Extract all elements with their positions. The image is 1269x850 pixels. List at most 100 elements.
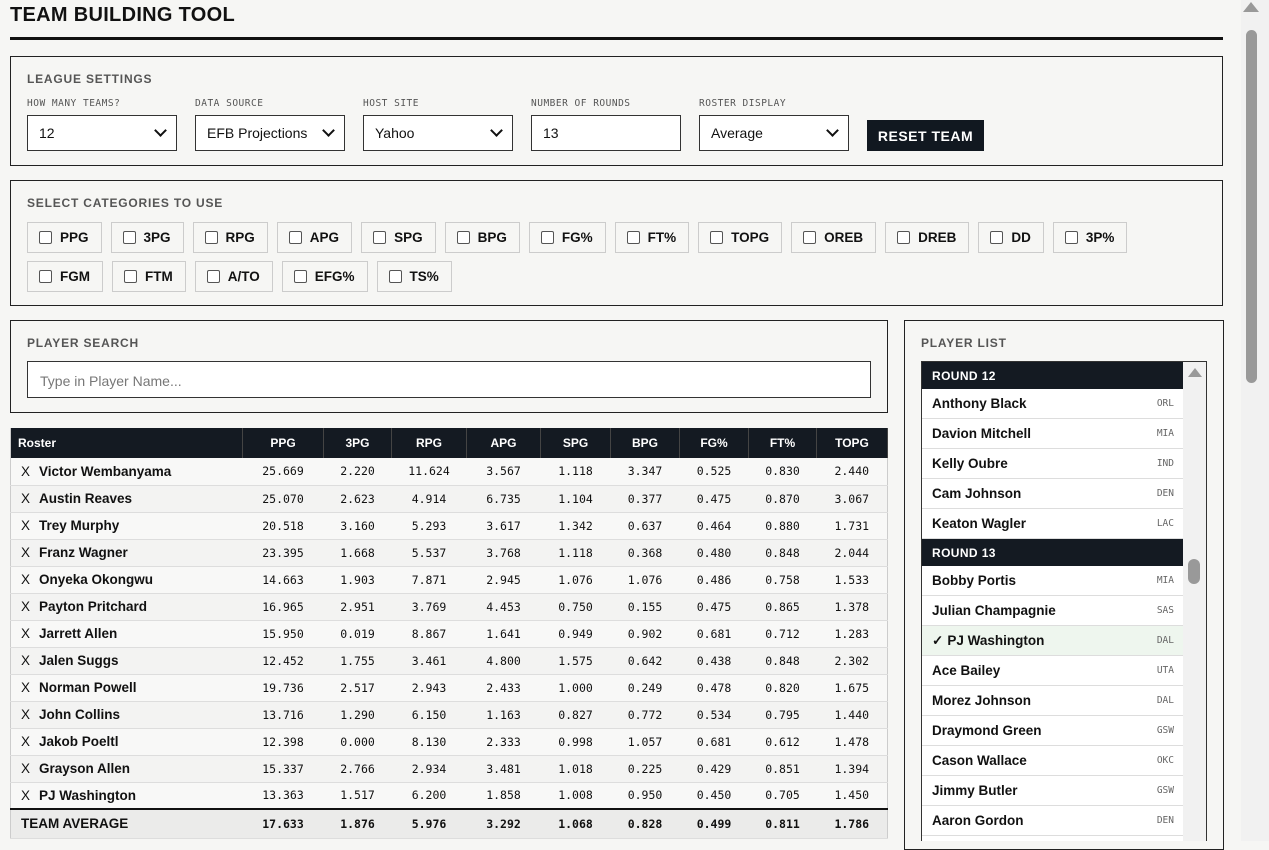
checkbox[interactable] <box>206 270 220 283</box>
remove-button[interactable]: X <box>21 680 31 695</box>
remove-button[interactable]: X <box>21 707 31 722</box>
category-chip[interactable]: FTM <box>112 261 186 292</box>
remove-button[interactable]: X <box>21 491 31 506</box>
player-row[interactable]: Bobby Portis MIA <box>922 566 1184 596</box>
category-chip[interactable]: RPG <box>192 222 268 253</box>
category-chip[interactable]: DD <box>978 222 1044 253</box>
stat-cell: 1.450 <box>816 782 888 810</box>
select[interactable]: Average <box>699 115 849 151</box>
player-row[interactable]: ✓ PJ Washington DAL <box>922 626 1184 656</box>
player-row[interactable]: Julian Champagnie SAS <box>922 596 1184 626</box>
scroll-arrow[interactable] <box>1188 368 1202 377</box>
scroll-thumb[interactable] <box>1188 559 1200 584</box>
scroll-arrow[interactable] <box>1243 2 1259 12</box>
player-row[interactable]: Keaton Wagler LAC <box>922 509 1184 539</box>
checkbox[interactable] <box>540 231 554 244</box>
stat-cell: 2.951 <box>323 593 392 621</box>
player-row[interactable]: Kelly Oubre IND <box>922 449 1184 479</box>
checkbox[interactable] <box>39 231 52 244</box>
stat-cell: 2.044 <box>816 539 888 567</box>
search-input[interactable]: Type in Player Name... <box>27 361 871 398</box>
chevron <box>490 124 503 137</box>
category-chip[interactable]: FG% <box>528 222 606 253</box>
checkbox[interactable] <box>990 231 1004 244</box>
stat-cell: 6.200 <box>391 782 467 810</box>
chevron <box>322 124 335 137</box>
remove-button[interactable]: X <box>21 518 31 533</box>
checkbox[interactable] <box>39 270 52 283</box>
category-chip[interactable]: 3PG <box>110 222 184 253</box>
select[interactable]: Yahoo <box>363 115 513 151</box>
checkbox[interactable] <box>204 231 218 244</box>
checkbox[interactable] <box>124 270 137 283</box>
reset-button[interactable]: RESET TEAM <box>867 120 984 151</box>
checkbox[interactable] <box>373 231 387 244</box>
check-mark: ✓ <box>932 632 944 648</box>
category-chip[interactable]: APG <box>276 222 353 253</box>
category-chip[interactable]: DREB <box>885 222 970 253</box>
remove-button[interactable]: X <box>21 626 31 641</box>
stat-cell: 3.567 <box>466 458 541 486</box>
checkbox[interactable] <box>122 231 136 244</box>
checkbox[interactable] <box>897 231 911 244</box>
category-chip[interactable]: TS% <box>376 261 452 292</box>
chevron <box>826 124 839 137</box>
scroll-thumb[interactable] <box>1246 30 1257 383</box>
category-chip[interactable]: BPG <box>444 222 520 253</box>
player-row[interactable]: Morez Johnson DAL <box>922 686 1184 716</box>
player-row[interactable]: Anthony Black ORL <box>922 389 1184 419</box>
category-chip[interactable]: TOPG <box>698 222 783 253</box>
category-chip[interactable]: A/TO <box>194 261 273 292</box>
checkbox[interactable] <box>288 231 302 244</box>
remove-button[interactable]: X <box>21 599 31 614</box>
player-cell: X Jalen Suggs <box>10 647 243 675</box>
remove-button[interactable]: X <box>21 463 31 479</box>
stat-cell: 2.934 <box>391 755 467 783</box>
remove-button[interactable]: X <box>21 572 31 587</box>
remove-button[interactable]: X <box>21 545 31 560</box>
player-row[interactable]: Davion Mitchell MIA <box>922 419 1184 449</box>
remove-button[interactable]: X <box>21 787 31 803</box>
list-scrollbar[interactable] <box>1183 362 1206 841</box>
stat-cell: 0.525 <box>679 458 749 486</box>
category-chip[interactable]: EFG% <box>281 261 368 292</box>
stat-cell: 0.998 <box>540 728 611 756</box>
category-chip[interactable]: PPG <box>27 222 102 253</box>
player-name-wrap: Julian Champagnie <box>932 603 1056 618</box>
checkbox[interactable] <box>1064 231 1078 244</box>
player-row[interactable]: Jimmy Butler GSW <box>922 776 1184 806</box>
team-abbr: MIA <box>1156 575 1174 586</box>
checkbox[interactable] <box>626 231 640 244</box>
round-header: ROUND 13 <box>922 539 1184 566</box>
player-row[interactable]: Aaron Gordon DEN <box>922 806 1184 836</box>
checkbox[interactable] <box>803 231 817 244</box>
category-chip[interactable]: FT% <box>614 222 690 253</box>
checkbox[interactable] <box>710 231 724 244</box>
stat-cell: 0.464 <box>679 512 749 540</box>
checkbox[interactable] <box>388 270 402 283</box>
select[interactable]: 12 <box>27 115 177 151</box>
player-row[interactable]: Cam Johnson DEN <box>922 479 1184 509</box>
checkbox[interactable] <box>456 231 470 244</box>
player-name-wrap: Ace Bailey <box>932 663 1000 678</box>
category-chip[interactable]: 3P% <box>1052 222 1128 253</box>
number-input[interactable]: 13 <box>531 115 681 151</box>
remove-button[interactable]: X <box>21 734 31 749</box>
player-row[interactable]: Ace Bailey UTA <box>922 656 1184 686</box>
roster-row: X Jakob Poeltl 12.398 0.000 8.130 2.333 0.998 1… <box>10 728 888 756</box>
player-row[interactable]: Cason Wallace OKC <box>922 746 1184 776</box>
stat-cell: 16.965 <box>242 593 324 621</box>
select[interactable]: EFB Projections <box>195 115 345 151</box>
category-chip[interactable]: FGM <box>27 261 103 292</box>
stat-cell: 0.612 <box>748 728 817 756</box>
remove-button[interactable]: X <box>21 653 31 668</box>
page-scrollbar[interactable] <box>1241 0 1269 841</box>
category-chip[interactable]: OREB <box>791 222 877 253</box>
checkbox[interactable] <box>293 270 307 283</box>
remove-button[interactable]: X <box>21 761 31 776</box>
category-chip[interactable]: SPG <box>361 222 436 253</box>
roster-row: X Grayson Allen 15.337 2.766 2.934 3.481 1.018… <box>10 755 888 783</box>
player-row[interactable]: Draymond Green GSW <box>922 716 1184 746</box>
player-name-wrap: Morez Johnson <box>932 693 1031 708</box>
